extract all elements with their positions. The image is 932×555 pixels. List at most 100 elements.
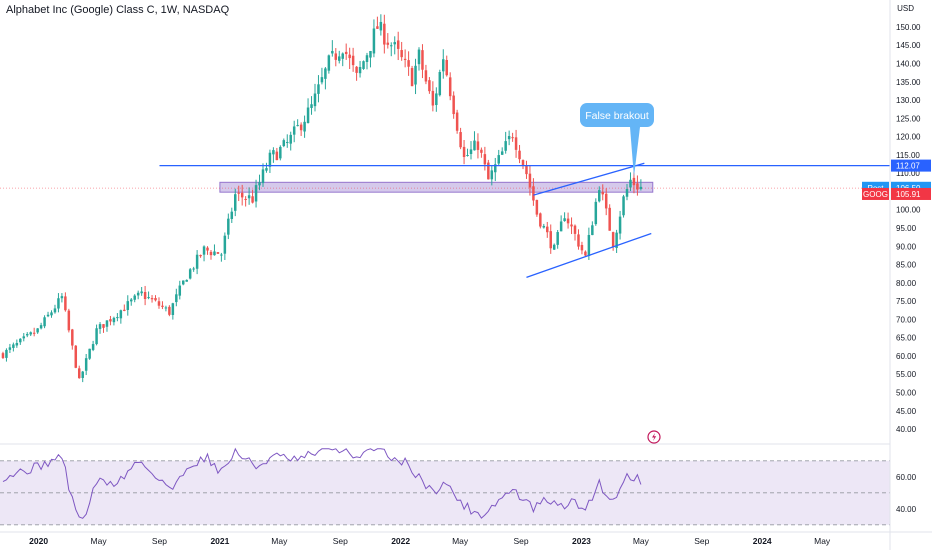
candle[interactable] <box>185 279 188 282</box>
candle[interactable] <box>64 292 67 312</box>
candle[interactable] <box>521 159 525 170</box>
candle[interactable] <box>254 179 258 208</box>
candle[interactable] <box>386 33 390 49</box>
rsi-line[interactable] <box>2 447 642 519</box>
candle[interactable] <box>209 249 213 260</box>
candle[interactable] <box>306 98 310 124</box>
candle[interactable] <box>299 122 303 137</box>
candle[interactable] <box>95 324 98 346</box>
candle[interactable] <box>8 343 12 353</box>
candle[interactable] <box>220 252 223 262</box>
candle[interactable] <box>573 224 577 241</box>
candle[interactable] <box>67 308 71 333</box>
candle[interactable] <box>60 293 64 303</box>
candle[interactable] <box>324 67 327 90</box>
candle[interactable] <box>584 250 587 257</box>
candle[interactable] <box>518 144 521 164</box>
candle[interactable] <box>546 221 549 238</box>
candle[interactable] <box>105 320 109 332</box>
candle[interactable] <box>615 229 618 253</box>
candle[interactable] <box>539 212 542 229</box>
candle[interactable] <box>43 315 46 329</box>
candle[interactable] <box>504 131 507 154</box>
candle[interactable] <box>32 327 36 337</box>
candle[interactable] <box>171 302 175 320</box>
candle[interactable] <box>292 120 296 143</box>
candle[interactable] <box>358 60 362 78</box>
candle[interactable] <box>487 159 490 180</box>
candle[interactable] <box>46 311 50 318</box>
candle[interactable] <box>150 295 154 303</box>
candle[interactable] <box>393 36 396 55</box>
candle[interactable] <box>140 286 143 296</box>
candle[interactable] <box>403 49 407 68</box>
candle[interactable] <box>19 338 22 345</box>
candle[interactable] <box>428 77 431 94</box>
candle[interactable] <box>234 188 237 217</box>
candle[interactable] <box>372 19 376 58</box>
candle[interactable] <box>265 162 268 173</box>
candle[interactable] <box>168 305 171 317</box>
candle[interactable] <box>25 332 29 338</box>
candle[interactable] <box>507 130 511 146</box>
candle[interactable] <box>289 131 292 151</box>
candle[interactable] <box>279 145 282 161</box>
candle[interactable] <box>580 241 584 255</box>
candle[interactable] <box>275 147 279 161</box>
candle[interactable] <box>303 115 306 138</box>
candle[interactable] <box>421 44 424 79</box>
candle[interactable] <box>126 295 130 316</box>
candle[interactable] <box>376 16 379 29</box>
candle[interactable] <box>622 194 625 218</box>
candle[interactable] <box>549 224 552 254</box>
candle[interactable] <box>216 252 220 254</box>
candle[interactable] <box>268 149 272 174</box>
candle[interactable] <box>459 127 462 150</box>
candle[interactable] <box>53 304 57 314</box>
candle[interactable] <box>570 217 573 235</box>
candle[interactable] <box>601 184 604 201</box>
candle[interactable] <box>483 146 487 171</box>
candle[interactable] <box>338 50 341 64</box>
candle[interactable] <box>625 183 629 201</box>
candle[interactable] <box>500 147 504 156</box>
candle[interactable] <box>490 164 494 186</box>
candle[interactable] <box>442 49 445 79</box>
candle[interactable] <box>15 339 19 348</box>
candle[interactable] <box>175 288 178 307</box>
candle[interactable] <box>559 215 563 232</box>
candle[interactable] <box>379 14 383 36</box>
candle[interactable] <box>355 66 358 81</box>
candle[interactable] <box>251 189 254 204</box>
candle[interactable] <box>119 309 123 324</box>
candle[interactable] <box>351 47 355 72</box>
candle[interactable] <box>591 221 594 236</box>
candle[interactable] <box>400 41 403 61</box>
candle[interactable] <box>528 165 532 196</box>
candle[interactable] <box>91 340 95 352</box>
candle[interactable] <box>532 178 535 206</box>
candle[interactable] <box>202 245 206 262</box>
candle[interactable] <box>81 370 84 383</box>
candle[interactable] <box>348 47 351 69</box>
candle[interactable] <box>129 297 133 306</box>
candle[interactable] <box>188 267 192 280</box>
candle[interactable] <box>244 196 247 207</box>
candle[interactable] <box>36 328 39 334</box>
candle[interactable] <box>431 81 435 112</box>
candle[interactable] <box>462 140 466 165</box>
candle[interactable] <box>247 187 251 205</box>
candle[interactable] <box>5 348 8 362</box>
candle[interactable] <box>98 322 102 334</box>
candle[interactable] <box>22 333 26 342</box>
trendline[interactable] <box>526 232 652 278</box>
symbol-title[interactable]: Alphabet Inc (Google) Class C, 1W, NASDA… <box>6 4 230 16</box>
candle[interactable] <box>286 134 289 148</box>
trendline[interactable] <box>533 162 645 196</box>
candle[interactable] <box>77 365 81 379</box>
candle[interactable] <box>466 148 469 157</box>
candle[interactable] <box>331 40 334 57</box>
candle[interactable] <box>12 342 15 352</box>
